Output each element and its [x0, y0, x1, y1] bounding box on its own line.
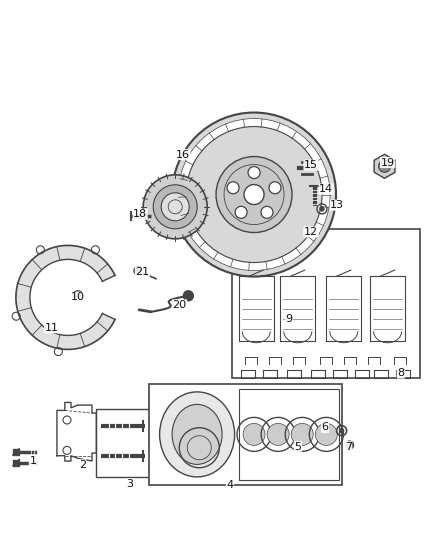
Bar	[13, 449, 19, 455]
Circle shape	[161, 193, 189, 221]
Text: 7: 7	[345, 442, 352, 451]
Text: 15: 15	[304, 160, 318, 170]
Text: 5: 5	[294, 442, 301, 451]
Ellipse shape	[172, 405, 222, 464]
Circle shape	[339, 429, 344, 433]
Text: 2: 2	[79, 460, 86, 470]
Polygon shape	[16, 245, 115, 350]
Circle shape	[134, 266, 142, 275]
Bar	[239, 389, 339, 480]
Bar	[232, 229, 420, 378]
Text: 6: 6	[321, 423, 328, 432]
Text: 16: 16	[176, 150, 190, 159]
Circle shape	[184, 291, 193, 301]
Circle shape	[235, 206, 247, 219]
Circle shape	[291, 423, 313, 446]
Bar	[149, 384, 342, 485]
Text: 18: 18	[133, 209, 147, 219]
Text: 19: 19	[381, 158, 395, 167]
Circle shape	[216, 157, 292, 232]
Text: 9: 9	[286, 314, 293, 324]
Circle shape	[76, 294, 80, 298]
Text: 21: 21	[135, 267, 149, 277]
Text: 1: 1	[29, 456, 36, 466]
Polygon shape	[374, 154, 395, 179]
Circle shape	[227, 182, 239, 194]
Bar	[13, 459, 19, 466]
Circle shape	[378, 160, 391, 172]
Circle shape	[248, 166, 260, 179]
Text: 8: 8	[397, 368, 404, 378]
Ellipse shape	[159, 392, 235, 477]
Bar	[96, 409, 158, 477]
Circle shape	[172, 112, 336, 277]
Text: 20: 20	[173, 300, 187, 310]
Circle shape	[261, 206, 273, 219]
Circle shape	[320, 207, 324, 211]
Text: 11: 11	[45, 323, 59, 333]
Circle shape	[178, 118, 330, 271]
Circle shape	[315, 423, 337, 446]
Circle shape	[243, 423, 265, 446]
Circle shape	[153, 185, 197, 229]
Circle shape	[269, 182, 281, 194]
Text: 4: 4	[226, 480, 233, 490]
Circle shape	[267, 423, 289, 446]
Text: 10: 10	[71, 293, 85, 302]
Circle shape	[346, 441, 353, 449]
Text: 3: 3	[126, 479, 133, 489]
Text: 13: 13	[330, 200, 344, 210]
Circle shape	[244, 184, 264, 205]
Text: 12: 12	[304, 227, 318, 237]
Text: 14: 14	[319, 184, 333, 194]
Circle shape	[143, 175, 207, 239]
Circle shape	[186, 126, 322, 263]
